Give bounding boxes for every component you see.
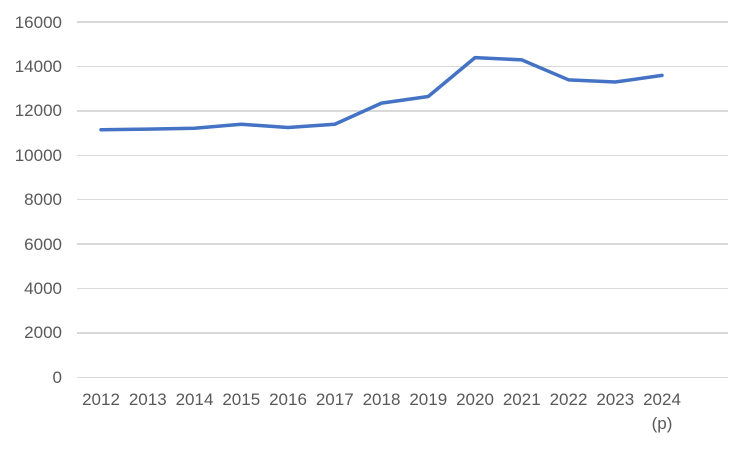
x-axis-tick-label: 2021 [502, 390, 541, 409]
data-series-line [99, 55, 664, 132]
y-axis-tick-label: 8000 [24, 190, 62, 210]
y-axis-tick-label: 14000 [14, 57, 62, 76]
x-axis-tick-label: 2015 [222, 390, 261, 409]
gridline [77, 332, 728, 334]
gridline [77, 110, 728, 112]
gridline [77, 65, 728, 68]
x-axis-tick-label: 2016 [269, 390, 307, 409]
x-axis-tick-label: 2023 [596, 390, 635, 409]
gridline [77, 243, 728, 245]
x-axis-tick-label: 2020 [456, 390, 494, 409]
x-axis-tick-label: 2012 [82, 390, 120, 409]
y-axis-tick-label: 10000 [14, 145, 62, 165]
x-axis-tick-label: 2019 [409, 390, 448, 409]
y-axis-tick-label: 16000 [14, 12, 62, 32]
y-axis-tick-label: 4000 [24, 279, 62, 298]
x-axis-provisional-label: (p) [651, 414, 673, 433]
gridline [77, 21, 728, 23]
x-axis-tick-label: 2018 [362, 390, 401, 409]
y-axis-tick-label: 0 [52, 367, 62, 387]
y-axis-tick-label: 6000 [24, 234, 62, 254]
x-axis-tick-label: 2024 [643, 390, 681, 409]
x-axis-tick-label: 2014 [175, 390, 214, 409]
x-axis-tick-label: 2022 [549, 390, 588, 409]
gridline [77, 198, 728, 201]
x-axis-tick-label: 2017 [315, 390, 354, 409]
gridline [77, 376, 728, 379]
y-axis-tick-label: 2000 [24, 323, 62, 343]
x-axis-tick-label: 2013 [128, 390, 167, 409]
gridline [77, 154, 728, 157]
gridline [77, 287, 728, 290]
y-axis-tick-label: 12000 [14, 101, 62, 121]
